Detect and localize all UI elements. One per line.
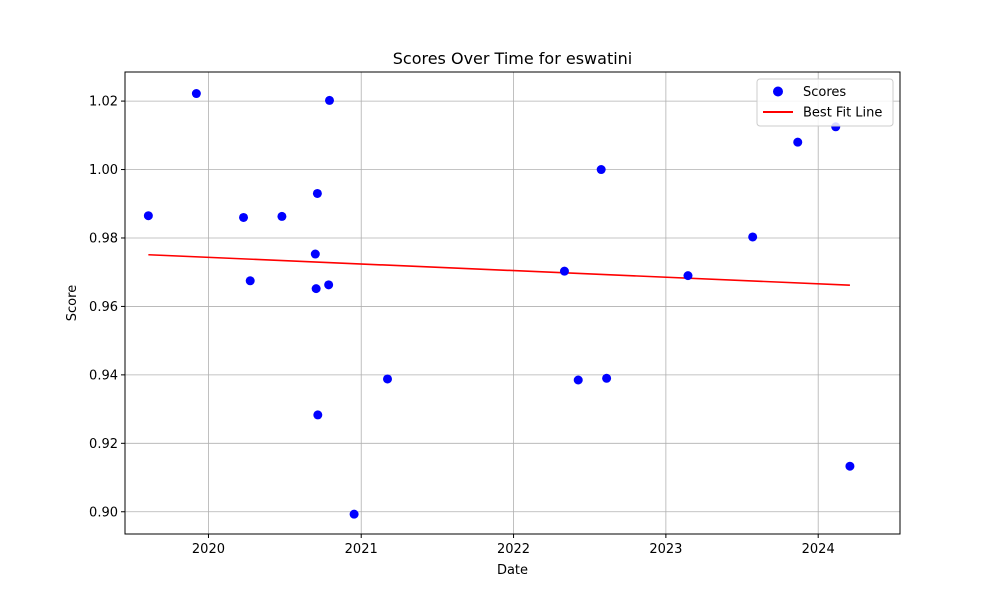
chart-title: Scores Over Time for eswatini [393, 49, 633, 68]
legend: Scores Best Fit Line [756, 78, 894, 127]
plot-frame [124, 71, 901, 535]
score-point [596, 165, 606, 175]
x-tick-label: 2020 [192, 542, 225, 557]
score-point [573, 375, 583, 385]
score-point [325, 95, 334, 105]
plot-series [143, 89, 855, 519]
score-point [559, 266, 569, 276]
y-tick-label: 0.98 [89, 231, 118, 246]
x-tick-label: 2023 [649, 542, 682, 557]
score-point [277, 211, 287, 221]
score-point [845, 461, 855, 471]
x-axis-label: Date [497, 563, 528, 578]
grid-lines [125, 72, 900, 534]
y-tick-label: 0.96 [89, 300, 118, 315]
legend-label-best-fit: Best Fit Line [803, 106, 882, 121]
score-point [324, 280, 334, 290]
x-tick-label: 2024 [802, 542, 835, 557]
score-point [311, 284, 321, 294]
y-tick-label: 1.00 [89, 163, 118, 178]
legend-label-scores: Scores [803, 85, 846, 100]
best-fit-line [148, 253, 850, 286]
score-point [349, 509, 359, 519]
score-point [239, 212, 249, 222]
axis-ticks: 2020 2021 2022 2023 2024 0.90 0.92 0.94 0.96 0.98… [89, 95, 835, 557]
score-point [310, 249, 320, 259]
x-tick-label: 2022 [497, 542, 530, 557]
score-point [602, 373, 612, 383]
x-tick-label: 2021 [345, 542, 378, 557]
y-axis-label: Score [65, 285, 80, 321]
score-point [683, 271, 693, 281]
score-point [245, 276, 255, 286]
legend-box [756, 78, 894, 127]
score-point [748, 232, 758, 242]
score-point [312, 188, 322, 198]
score-point [793, 137, 803, 147]
legend-marker-scores [773, 86, 783, 97]
y-tick-label: 1.02 [89, 95, 118, 110]
y-tick-label: 0.92 [89, 437, 118, 452]
score-point [313, 410, 323, 420]
score-point [143, 211, 153, 221]
score-point [383, 374, 393, 384]
y-tick-label: 0.94 [89, 368, 118, 383]
score-point [191, 89, 201, 99]
y-tick-label: 0.90 [89, 505, 118, 520]
